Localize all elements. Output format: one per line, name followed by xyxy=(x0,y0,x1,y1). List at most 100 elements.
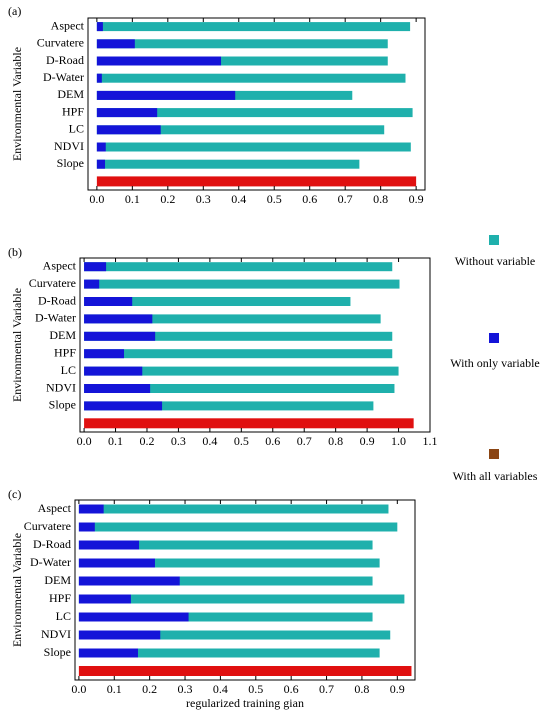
x-tick-label: 0.8 xyxy=(328,434,343,448)
x-tick-label: 0.5 xyxy=(234,434,249,448)
y-tick-label: D-Water xyxy=(43,70,84,84)
bar xyxy=(78,576,373,586)
x-tick-label: 0.6 xyxy=(284,682,299,696)
y-tick-label: LC xyxy=(61,363,76,377)
y-tick-label: HPF xyxy=(49,591,71,605)
y-tick-label: DEM xyxy=(44,573,71,587)
plot-frame xyxy=(79,257,431,433)
y-tick-label: HPF xyxy=(62,104,84,118)
x-tick-label: 0.9 xyxy=(390,682,405,696)
legend-label: With all variables xyxy=(453,469,538,483)
bar xyxy=(84,366,399,376)
bar xyxy=(78,630,161,640)
bar xyxy=(96,159,360,169)
y-tick-label: D-Road xyxy=(33,537,71,551)
bar xyxy=(78,504,389,514)
y-tick-label: Curvatere xyxy=(37,36,84,50)
bar xyxy=(78,648,138,658)
bar xyxy=(96,142,411,152)
y-tick-label: D-Water xyxy=(30,555,71,569)
x-tick-label: 0.6 xyxy=(265,434,280,448)
y-tick-label: NDVI xyxy=(54,139,84,153)
plot-frame xyxy=(74,499,416,681)
bar xyxy=(84,401,374,411)
bar xyxy=(84,349,125,359)
x-tick-label: 0.1 xyxy=(108,434,123,448)
x-tick-label: 0.9 xyxy=(409,192,424,206)
x-tick-label: 0.2 xyxy=(139,434,154,448)
y-tick-label: D-Road xyxy=(46,53,84,67)
legend-swatch xyxy=(489,449,499,459)
panel-label: (c) xyxy=(8,487,21,501)
x-tick-label: 0.7 xyxy=(297,434,312,448)
y-axis-label: Environmental Variable xyxy=(10,47,24,161)
x-tick-label: 0.3 xyxy=(196,192,211,206)
bar xyxy=(96,22,411,32)
bar xyxy=(84,297,133,306)
bar xyxy=(96,39,135,49)
bar xyxy=(78,666,412,676)
bar xyxy=(96,56,388,66)
bar xyxy=(96,125,385,135)
y-tick-label: D-Water xyxy=(35,311,76,325)
y-tick-label: D-Road xyxy=(38,293,76,307)
y-tick-label: Aspect xyxy=(51,18,85,32)
x-tick-label: 0.4 xyxy=(202,434,217,448)
bar xyxy=(78,612,189,622)
y-tick-label: DEM xyxy=(57,87,84,101)
bar xyxy=(78,522,398,532)
y-tick-label: Slope xyxy=(57,156,84,170)
bar xyxy=(84,401,163,411)
x-tick-label: 0.0 xyxy=(77,434,92,448)
y-tick-label: DEM xyxy=(49,328,76,342)
bar xyxy=(84,314,381,324)
bar xyxy=(78,594,131,604)
x-axis-label: regularized training gian xyxy=(186,696,304,710)
bar xyxy=(78,540,140,550)
bar xyxy=(96,73,406,83)
y-tick-label: Aspect xyxy=(43,258,77,272)
y-axis-label: Environmental Variable xyxy=(10,533,24,647)
bar xyxy=(84,418,414,429)
x-tick-label: 0.2 xyxy=(160,192,175,206)
x-tick-label: 0.7 xyxy=(319,682,334,696)
x-tick-label: 0.2 xyxy=(142,682,157,696)
x-tick-label: 0.3 xyxy=(178,682,193,696)
y-tick-label: HPF xyxy=(54,345,76,359)
x-tick-label: 0.8 xyxy=(373,192,388,206)
bar xyxy=(96,176,417,187)
y-tick-label: Slope xyxy=(44,645,71,659)
bar xyxy=(84,384,395,393)
x-tick-label: 0.4 xyxy=(213,682,228,696)
bar xyxy=(84,279,400,289)
bar xyxy=(78,522,95,532)
x-tick-label: 0.1 xyxy=(107,682,122,696)
bar xyxy=(84,366,143,376)
x-tick-label: 0.0 xyxy=(89,192,104,206)
bar xyxy=(96,108,413,118)
bar xyxy=(96,56,222,66)
bar xyxy=(78,504,104,514)
legend-swatch xyxy=(489,333,499,343)
bar xyxy=(96,73,102,83)
legend-label: With only variable xyxy=(450,356,540,370)
x-tick-label: 0.9 xyxy=(360,434,375,448)
bar xyxy=(84,262,393,272)
y-tick-label: NDVI xyxy=(41,627,71,641)
bar xyxy=(96,39,388,49)
panel-label: (b) xyxy=(8,245,22,259)
x-tick-label: 0.5 xyxy=(267,192,282,206)
bar xyxy=(84,262,107,272)
x-tick-label: 0.8 xyxy=(354,682,369,696)
bar xyxy=(78,648,380,658)
x-tick-label: 0.6 xyxy=(302,192,317,206)
bar xyxy=(84,297,351,306)
panel-label: (a) xyxy=(8,4,21,18)
bar xyxy=(96,125,161,135)
x-tick-label: 0.1 xyxy=(125,192,140,206)
x-tick-label: 0.4 xyxy=(231,192,246,206)
y-tick-label: LC xyxy=(56,609,71,623)
bar xyxy=(84,314,153,324)
legend-swatch xyxy=(489,235,499,245)
